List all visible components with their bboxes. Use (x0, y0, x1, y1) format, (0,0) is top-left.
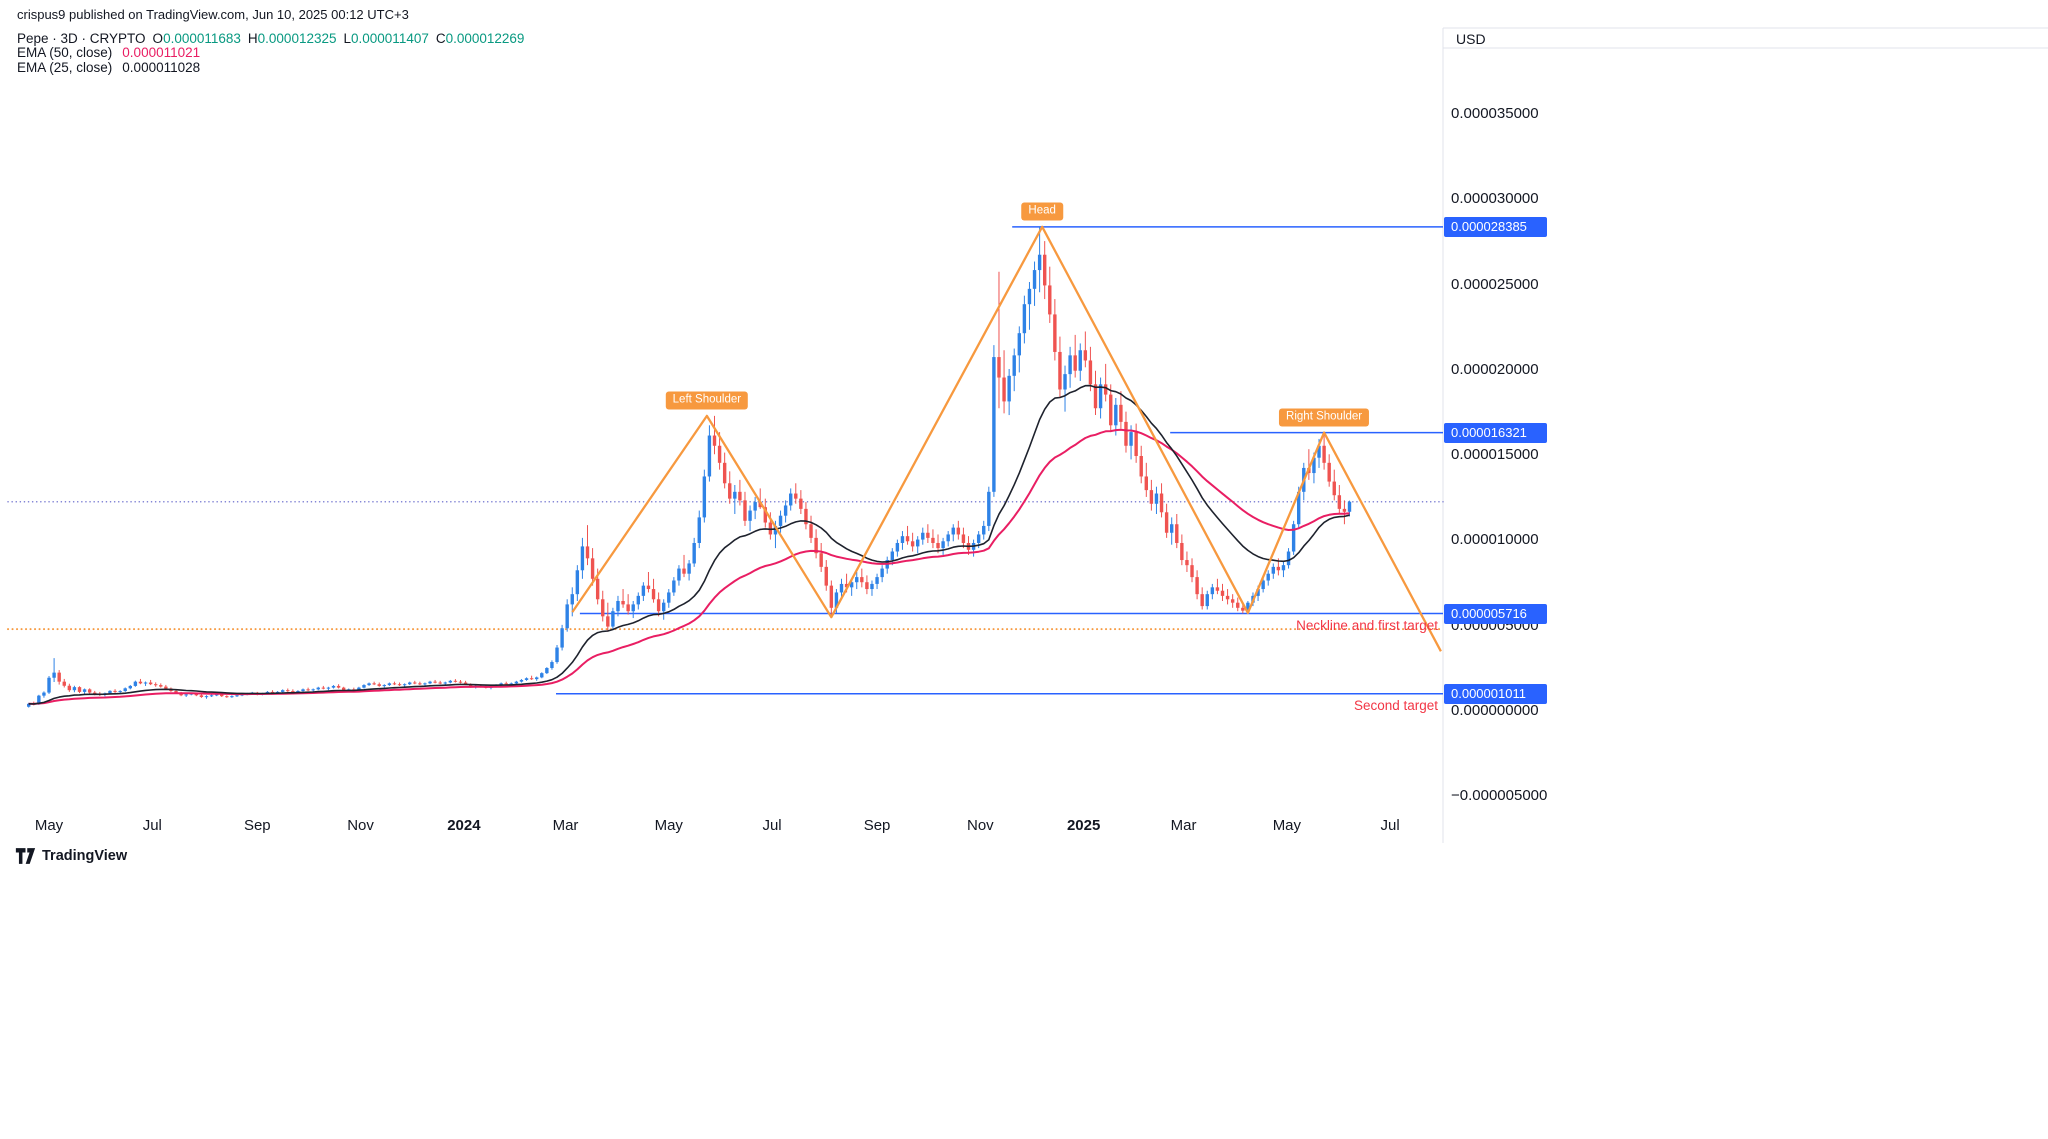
pattern-label-left-shoulder[interactable]: Left Shoulder (665, 391, 749, 410)
pattern-label-head[interactable]: Head (1021, 202, 1063, 221)
ema50-label: EMA (50, close) (17, 45, 113, 60)
published-caption: crispus9 published on TradingView.com, J… (17, 7, 409, 22)
tradingview-logo-icon (15, 848, 36, 864)
ema25-value: 0.000011028 (122, 60, 201, 75)
ema50-legend[interactable]: EMA (50, close) 0.000011021 (17, 45, 200, 60)
price-level-label[interactable]: 0.000016321 (1444, 422, 1547, 443)
symbol-title: Pepe · 3D · CRYPTO (17, 31, 146, 46)
ohlc-high: H0.000012325 (247, 31, 337, 46)
tradingview-attribution[interactable]: TradingView (15, 847, 127, 865)
target-annotation[interactable]: Neckline and first target (1296, 617, 1438, 633)
price-level-label[interactable]: 0.000028385 (1444, 216, 1547, 237)
pattern-label-right-shoulder[interactable]: Right Shoulder (1279, 408, 1370, 427)
ema25-legend[interactable]: EMA (25, close) 0.000011028 (17, 60, 200, 75)
ohlc-open: O0.000011683 (152, 31, 241, 46)
ohlc-low: L0.000011407 (343, 31, 429, 46)
tradingview-brand-text: TradingView (42, 848, 128, 864)
price-level-label[interactable]: 0.000005716 (1444, 603, 1547, 624)
symbol-legend[interactable]: Pepe · 3D · CRYPTO O0.000011683 H0.0000123… (17, 31, 524, 46)
ema50-value: 0.000011021 (122, 45, 201, 60)
currency-axis-label[interactable]: USD (1456, 31, 1486, 47)
ema25-label: EMA (25, close) (17, 60, 113, 75)
target-annotation[interactable]: Second target (1353, 697, 1438, 713)
ohlc-close: C0.000012269 (435, 31, 525, 46)
price-level-label[interactable]: 0.000001011 (1444, 683, 1547, 704)
